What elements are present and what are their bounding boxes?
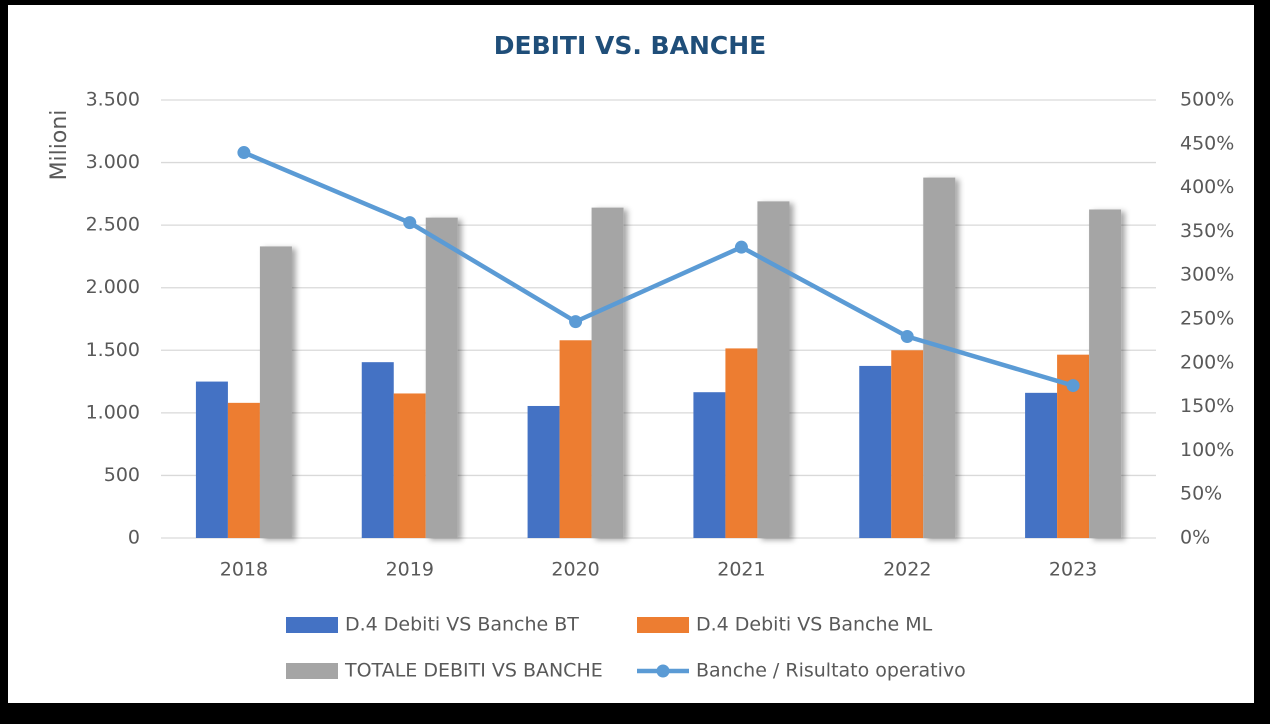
line-marker [734,240,748,254]
bar [259,246,292,538]
line-marker [237,146,251,160]
x-tick-label: 2019 [386,559,434,581]
bar [859,365,892,538]
chart-background [8,5,1254,703]
legend-swatch [637,617,689,633]
y2-tick-label: 50% [1180,483,1222,505]
y-tick-label: 500 [104,464,140,486]
x-tick-label: 2020 [551,559,599,581]
y2-tick-label: 450% [1180,132,1234,154]
x-tick-label: 2022 [883,559,931,581]
y2-tick-label: 350% [1180,220,1234,242]
bar [693,392,726,538]
x-tick-label: 2023 [1049,559,1097,581]
bar [725,348,758,538]
y-tick-label: 3.000 [86,151,140,173]
legend-swatch [286,663,338,679]
line-marker [1066,379,1080,393]
bar [1089,209,1122,538]
legend-label: D.4 Debiti VS Banche ML [696,614,933,636]
y-tick-label: 3.500 [86,89,140,111]
bar [757,201,790,538]
y-tick-label: 0 [128,527,140,549]
line-marker [569,315,583,329]
chart-title: DEBITI VS. BANCHE [494,31,766,60]
y2-tick-label: 300% [1180,264,1234,286]
y2-tick-label: 0% [1180,527,1210,549]
legend-label: Banche / Risultato operativo [696,660,966,682]
y-tick-label: 2.000 [86,276,140,298]
y-tick-label: 2.500 [86,214,140,236]
bar [591,207,624,538]
bar [527,405,560,538]
legend-label: TOTALE DEBITI VS BANCHE [344,660,603,682]
x-tick-label: 2021 [717,559,765,581]
y2-tick-label: 150% [1180,395,1234,417]
legend-label: D.4 Debiti VS Banche BT [345,614,579,636]
line-marker [900,330,914,344]
y-tick-label: 1.000 [86,401,140,423]
y-tick-label: 1.500 [86,339,140,361]
bar [559,340,592,538]
bar [891,350,924,538]
bar [923,177,956,539]
y-axis-label: Milioni [47,110,72,181]
bar [227,402,260,538]
y2-tick-label: 200% [1180,351,1234,373]
bar [361,362,394,538]
legend-swatch [286,617,338,633]
x-tick-label: 2018 [220,559,268,581]
legend-swatch [656,664,670,678]
y2-tick-label: 500% [1180,89,1234,111]
y2-tick-label: 400% [1180,176,1234,198]
bar [1025,392,1058,538]
line-marker [403,216,417,230]
bar [425,217,458,539]
line [243,150,1074,388]
y2-tick-label: 250% [1180,308,1234,330]
bar [195,381,228,538]
bar [393,393,426,538]
y2-tick-label: 100% [1180,439,1234,461]
